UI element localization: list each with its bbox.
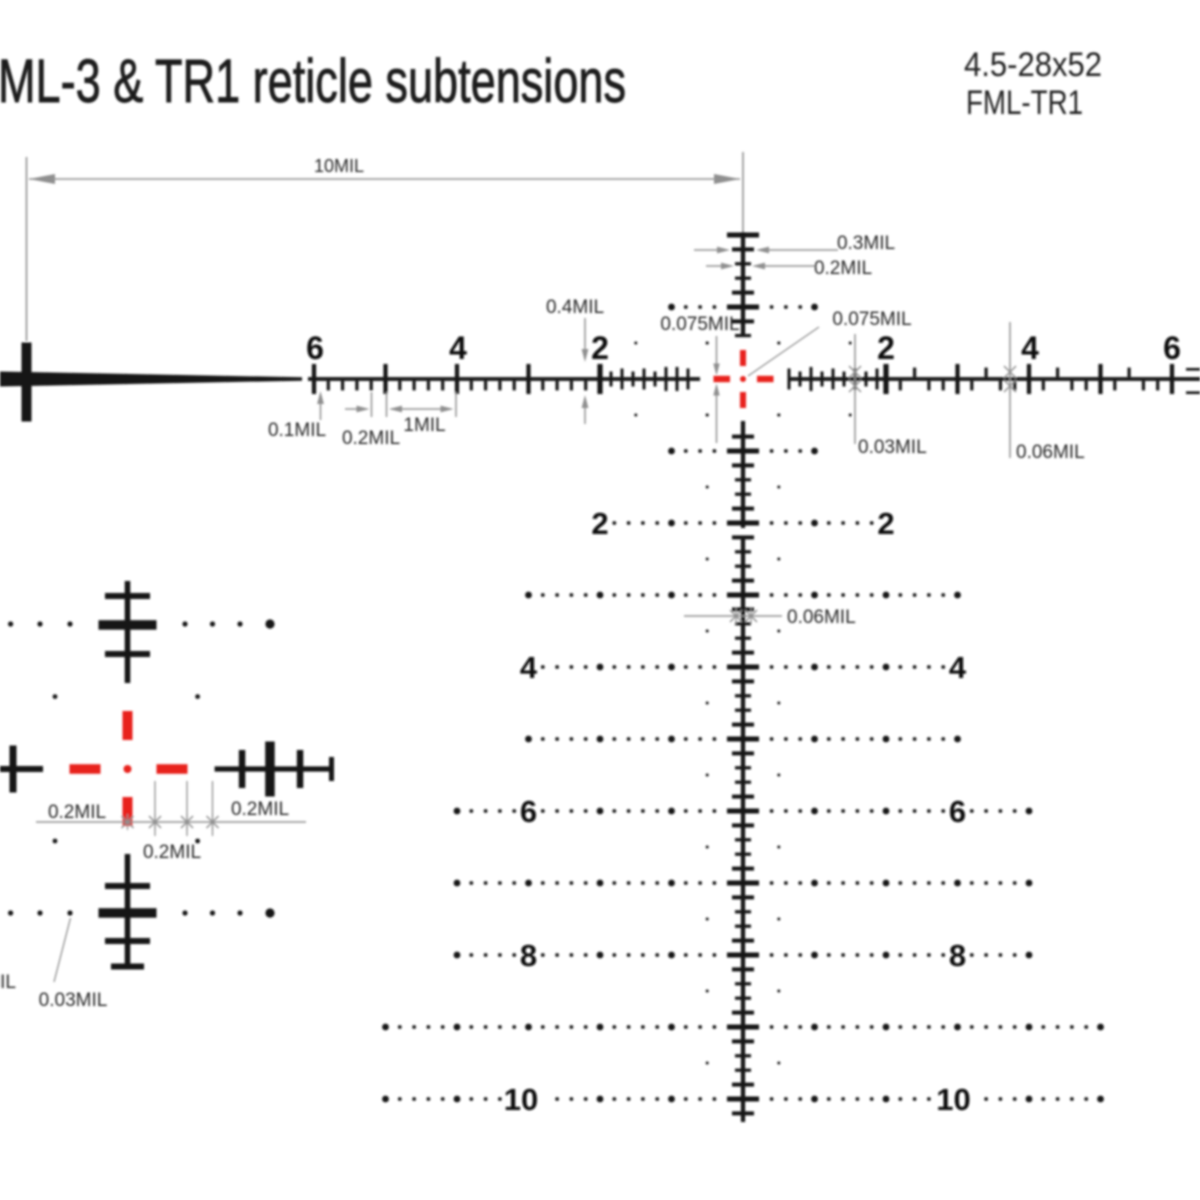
svg-text:0.06MIL: 0.06MIL bbox=[787, 607, 856, 628]
svg-text:6: 6 bbox=[1163, 330, 1181, 366]
svg-text:0.3MIL: 0.3MIL bbox=[837, 233, 895, 254]
svg-text:0.4MIL: 0.4MIL bbox=[546, 297, 604, 318]
svg-text:1MIL: 1MIL bbox=[403, 415, 445, 436]
svg-text:4.5-28x52: 4.5-28x52 bbox=[964, 46, 1102, 84]
svg-text:2: 2 bbox=[877, 330, 895, 366]
svg-text:2: 2 bbox=[591, 506, 608, 541]
svg-text:2: 2 bbox=[877, 506, 894, 541]
svg-text:4: 4 bbox=[449, 330, 467, 366]
svg-text:0.03MIL: 0.03MIL bbox=[39, 990, 108, 1011]
svg-text:0.03MIL: 0.03MIL bbox=[858, 437, 927, 458]
svg-text:10: 10 bbox=[504, 1082, 538, 1117]
svg-text:6: 6 bbox=[949, 794, 966, 829]
svg-text:0.2MIL: 0.2MIL bbox=[342, 428, 400, 449]
svg-text:10: 10 bbox=[936, 1082, 970, 1117]
svg-text:4: 4 bbox=[949, 650, 967, 685]
svg-text:0.075MIL: 0.075MIL bbox=[660, 314, 739, 335]
svg-text:FML-TR1: FML-TR1 bbox=[966, 84, 1083, 122]
svg-text:2: 2 bbox=[591, 330, 609, 366]
svg-text:4: 4 bbox=[520, 650, 538, 685]
svg-text:10MIL: 10MIL bbox=[314, 156, 364, 176]
svg-text:0.2MIL: 0.2MIL bbox=[814, 258, 872, 279]
svg-text:6: 6 bbox=[520, 794, 537, 829]
svg-text:ML-3 & TR1 reticle subtensions: ML-3 & TR1 reticle subtensions bbox=[0, 47, 626, 115]
svg-text:0.075MIL: 0.075MIL bbox=[832, 309, 911, 330]
svg-text:6: 6 bbox=[306, 330, 324, 366]
svg-text:0.03MIL: 0.03MIL bbox=[0, 972, 16, 993]
svg-text:0.2MIL: 0.2MIL bbox=[143, 842, 201, 863]
svg-text:0.1MIL: 0.1MIL bbox=[268, 420, 326, 441]
svg-text:0.06MIL: 0.06MIL bbox=[1016, 442, 1085, 463]
svg-text:8: 8 bbox=[949, 938, 966, 973]
svg-text:4: 4 bbox=[1021, 330, 1039, 366]
svg-text:0.2MIL: 0.2MIL bbox=[231, 799, 289, 820]
svg-text:8: 8 bbox=[520, 938, 537, 973]
svg-text:0.2MIL: 0.2MIL bbox=[48, 802, 106, 823]
